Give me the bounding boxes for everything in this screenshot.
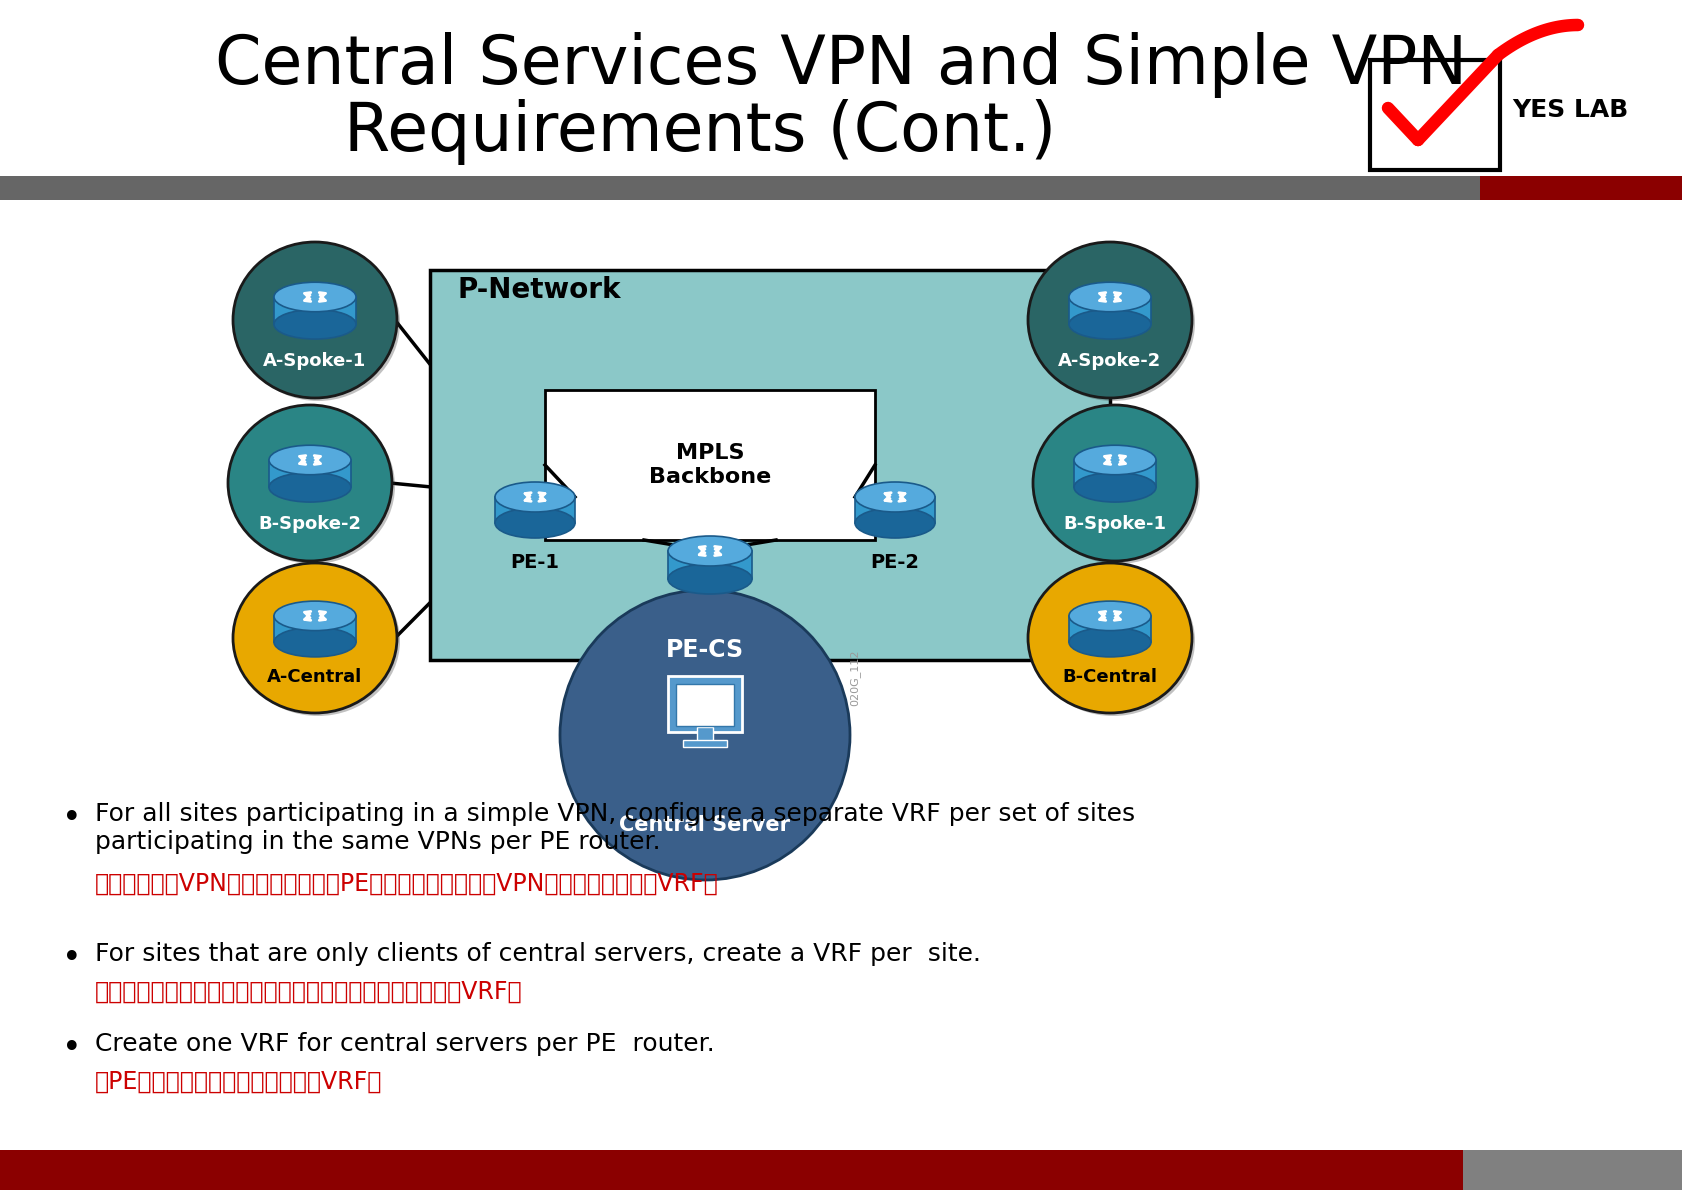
Bar: [683, 740, 727, 747]
Text: A-Spoke-2: A-Spoke-2: [1058, 351, 1161, 370]
Ellipse shape: [1068, 309, 1150, 339]
Bar: [696, 727, 713, 743]
Ellipse shape: [232, 242, 397, 397]
Text: •: •: [62, 942, 81, 975]
Circle shape: [560, 590, 849, 879]
Text: YES LAB: YES LAB: [1510, 98, 1626, 123]
Text: PE-2: PE-2: [870, 552, 918, 571]
FancyBboxPatch shape: [429, 270, 1110, 660]
Text: For all sites participating in a simple VPN, configure a separate VRF per set of: For all sites participating in a simple …: [94, 802, 1134, 853]
Text: 020G_112: 020G_112: [849, 650, 860, 706]
Ellipse shape: [1068, 282, 1150, 312]
Text: 对于只是中央服务器客户端的站点，请为每个站点创建一个VRF。: 对于只是中央服务器客户端的站点，请为每个站点创建一个VRF。: [94, 981, 523, 1004]
Ellipse shape: [274, 309, 357, 339]
FancyBboxPatch shape: [495, 497, 575, 522]
FancyBboxPatch shape: [668, 551, 752, 580]
FancyBboxPatch shape: [1369, 60, 1499, 170]
Text: •: •: [62, 1032, 81, 1065]
FancyBboxPatch shape: [269, 461, 352, 487]
Ellipse shape: [1068, 601, 1150, 631]
Ellipse shape: [854, 482, 935, 512]
Text: 对于参与简单VPN的所有站点，每个PE路由器每个参与相同VPN的站点配置单独的VRF。: 对于参与简单VPN的所有站点，每个PE路由器每个参与相同VPN的站点配置单独的V…: [94, 872, 718, 896]
Ellipse shape: [1033, 405, 1196, 560]
Ellipse shape: [495, 508, 575, 538]
Text: B-Spoke-1: B-Spoke-1: [1063, 514, 1166, 533]
Text: •: •: [62, 802, 81, 835]
Ellipse shape: [274, 627, 357, 657]
FancyBboxPatch shape: [854, 497, 935, 522]
Text: A-Central: A-Central: [267, 668, 362, 685]
Ellipse shape: [232, 563, 397, 713]
Bar: [1478, 176, 1682, 200]
Ellipse shape: [1073, 445, 1156, 475]
Ellipse shape: [1031, 566, 1194, 716]
Text: 为PE路由器为中央服务器创建一个VRF。: 为PE路由器为中央服务器创建一个VRF。: [94, 1070, 382, 1094]
Ellipse shape: [1068, 627, 1150, 657]
FancyBboxPatch shape: [1068, 616, 1150, 643]
Ellipse shape: [235, 245, 400, 401]
Ellipse shape: [495, 482, 575, 512]
FancyBboxPatch shape: [545, 390, 875, 540]
Ellipse shape: [274, 282, 357, 312]
Ellipse shape: [1031, 245, 1194, 401]
Ellipse shape: [1028, 242, 1191, 397]
Text: Create one VRF for central servers per PE  router.: Create one VRF for central servers per P…: [94, 1032, 715, 1056]
Ellipse shape: [668, 564, 752, 594]
Text: For sites that are only clients of central servers, create a VRF per  site.: For sites that are only clients of centr…: [94, 942, 981, 966]
Bar: [0, 1150, 1462, 1190]
Text: A-Spoke-1: A-Spoke-1: [262, 351, 367, 370]
FancyBboxPatch shape: [1073, 461, 1156, 487]
Text: Central Server: Central Server: [619, 815, 791, 835]
Ellipse shape: [1073, 472, 1156, 502]
FancyBboxPatch shape: [668, 676, 742, 732]
Text: MPLS
Backbone: MPLS Backbone: [649, 444, 770, 487]
Ellipse shape: [235, 566, 400, 716]
Text: P-Network: P-Network: [458, 276, 621, 303]
Text: B-Spoke-2: B-Spoke-2: [259, 514, 362, 533]
FancyBboxPatch shape: [1068, 298, 1150, 325]
Ellipse shape: [854, 508, 935, 538]
Ellipse shape: [1036, 408, 1199, 564]
Text: B-Central: B-Central: [1061, 668, 1157, 685]
Text: Central Services VPN and Simple VPN: Central Services VPN and Simple VPN: [215, 32, 1467, 98]
Ellipse shape: [227, 405, 392, 560]
Ellipse shape: [668, 536, 752, 566]
Ellipse shape: [269, 445, 352, 475]
FancyBboxPatch shape: [676, 684, 733, 726]
Text: PE-CS: PE-CS: [666, 638, 743, 662]
Ellipse shape: [274, 601, 357, 631]
FancyBboxPatch shape: [274, 298, 357, 325]
Bar: [1462, 1150, 1682, 1190]
Text: PE-1: PE-1: [510, 552, 558, 571]
Ellipse shape: [230, 408, 395, 564]
FancyBboxPatch shape: [274, 616, 357, 643]
Bar: [0, 176, 1478, 200]
Ellipse shape: [269, 472, 352, 502]
Text: Requirements (Cont.): Requirements (Cont.): [343, 99, 1056, 165]
Ellipse shape: [1028, 563, 1191, 713]
